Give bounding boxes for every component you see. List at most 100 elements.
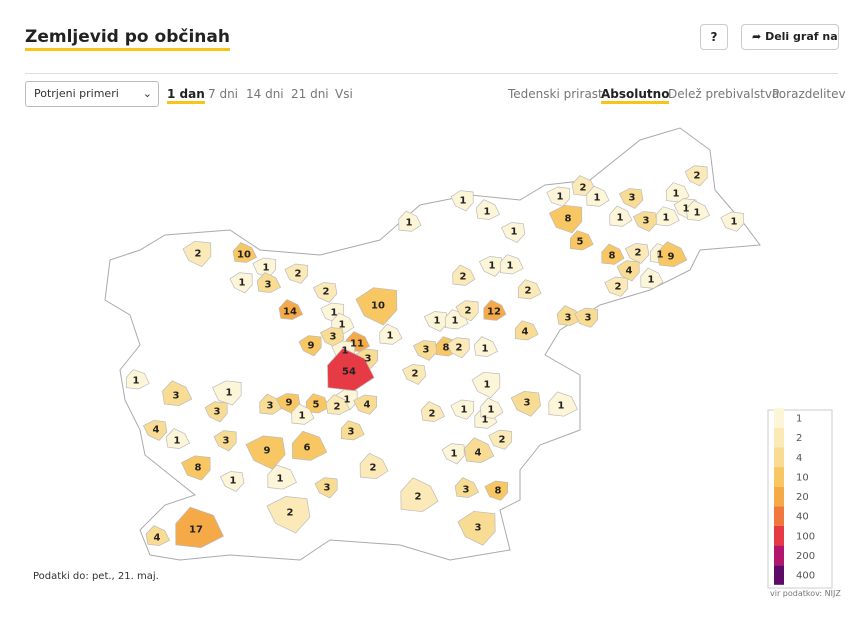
- legend-label: 10: [796, 472, 809, 483]
- municipality-value: 2: [460, 272, 467, 283]
- municipality: [412, 340, 438, 361]
- municipality: [401, 364, 427, 385]
- legend-swatch: [774, 506, 784, 526]
- municipality-value: 9: [286, 398, 293, 409]
- municipality: [450, 399, 475, 420]
- municipality-value: 3: [463, 485, 470, 496]
- municipality-value: 2: [295, 269, 302, 280]
- period-tab[interactable]: 14 dni: [246, 87, 284, 101]
- municipality: [232, 242, 258, 263]
- municipality: [398, 210, 422, 232]
- municipality: [245, 435, 286, 470]
- municipality: [632, 211, 658, 232]
- municipality: [655, 206, 680, 227]
- help-button[interactable]: ?: [700, 24, 728, 50]
- municipality: [488, 429, 513, 450]
- municipality-value: 8: [195, 463, 202, 474]
- municipality-value: 10: [371, 301, 385, 312]
- municipality: [548, 204, 583, 234]
- municipality: [556, 305, 582, 326]
- municipality: [484, 480, 509, 501]
- municipality-value: 2: [465, 306, 472, 317]
- municipality-value: 1: [617, 213, 624, 224]
- period-tab[interactable]: Vsi: [335, 87, 353, 101]
- municipality-value: 1: [277, 474, 284, 485]
- view-tab[interactable]: Absolutno: [601, 87, 670, 104]
- municipality-value: 2: [287, 508, 294, 519]
- municipality-value: 3: [643, 216, 650, 227]
- municipality: [500, 222, 526, 243]
- measure-label: Potrjeni primeri: [34, 87, 119, 100]
- municipality-value: 1: [451, 449, 458, 460]
- period-tab[interactable]: 7 dni: [208, 87, 239, 101]
- municipality-value: 3: [214, 407, 221, 418]
- municipality-value: 2: [334, 402, 341, 413]
- legend-swatch: [774, 545, 784, 566]
- municipality: [314, 477, 338, 499]
- municipality: [379, 323, 403, 345]
- municipality-value: 1: [344, 395, 351, 406]
- municipality-value: 8: [495, 486, 502, 497]
- municipality-value: 1: [239, 278, 246, 289]
- municipality: [624, 243, 650, 264]
- municipality: [471, 371, 501, 399]
- municipality-value: 1: [507, 261, 514, 272]
- municipality: [145, 525, 171, 546]
- data-note: Podatki do: pet., 21. maj.: [33, 571, 159, 582]
- municipality: [420, 401, 446, 422]
- share-button[interactable]: ➦ Deli graf na: [741, 24, 839, 50]
- municipality: [213, 430, 237, 452]
- municipality: [165, 428, 191, 449]
- legend-label: 100: [796, 531, 815, 542]
- municipality-value: 3: [585, 313, 592, 324]
- municipality-value: 1: [657, 250, 664, 261]
- municipality: [359, 452, 389, 480]
- period-tab[interactable]: 1 dan: [167, 87, 205, 104]
- municipality: [182, 240, 212, 268]
- municipality: [473, 336, 499, 357]
- municipality: [517, 279, 542, 300]
- period-tab[interactable]: 21 dni: [291, 87, 329, 101]
- municipality-value: 12: [487, 307, 501, 318]
- municipality-value: 2: [370, 463, 377, 474]
- municipality-value: 17: [189, 525, 203, 536]
- municipality: [340, 420, 365, 441]
- legend-label: 20: [796, 492, 809, 503]
- municipality-value: 1: [511, 227, 518, 238]
- legend-swatch: [774, 565, 784, 585]
- legend-swatch: [774, 408, 784, 428]
- municipality: [284, 263, 309, 284]
- view-tab[interactable]: Delež prebivalstva: [668, 87, 780, 101]
- municipality-value: 1: [174, 436, 181, 447]
- municipality: [305, 393, 330, 414]
- municipality-value: 1: [482, 415, 489, 426]
- municipality-value: 4: [475, 448, 482, 459]
- select-arrow: ⌄: [142, 87, 152, 100]
- municipality: [278, 299, 304, 320]
- municipality-value: 1: [226, 388, 233, 399]
- municipality-value: 2: [694, 171, 701, 182]
- view-tab[interactable]: Porazdelitev: [772, 87, 846, 101]
- view-tab[interactable]: Tedenski prirast: [508, 87, 603, 101]
- municipality-value: 1: [460, 196, 467, 207]
- municipality-value: 1: [461, 405, 468, 416]
- legend-label: 200: [796, 551, 815, 562]
- municipality: [229, 272, 253, 294]
- municipality-value: 1: [663, 213, 670, 224]
- municipality: [510, 391, 541, 417]
- municipality: [480, 397, 504, 419]
- measure-select[interactable]: Potrjeni primeri ⌄: [25, 81, 159, 107]
- municipality: [441, 443, 465, 465]
- municipality: [457, 510, 496, 546]
- municipality-value: 8: [443, 343, 450, 354]
- municipality: [266, 496, 311, 534]
- source: vir podatkov: NIJZ: [770, 589, 841, 598]
- municipality: [455, 300, 479, 322]
- municipality-value: 2: [415, 492, 422, 503]
- share-label: Deli graf na: [765, 30, 838, 43]
- municipality-value: 1: [331, 308, 338, 319]
- municipality-value: 3: [324, 483, 331, 494]
- municipality-value: 14: [283, 307, 297, 318]
- municipality: [640, 267, 664, 289]
